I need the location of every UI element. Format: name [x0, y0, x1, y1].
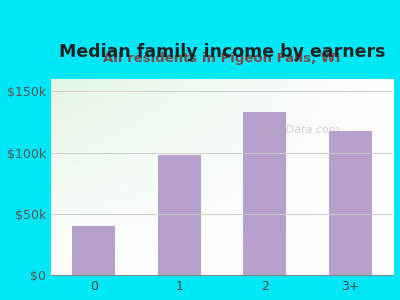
Bar — [329, 130, 372, 275]
Bar — [72, 226, 115, 275]
Bar — [158, 155, 201, 275]
Bar — [243, 112, 286, 275]
Text: All residents in Pigeon Falls, WI: All residents in Pigeon Falls, WI — [103, 52, 341, 65]
Title: Median family income by earners: Median family income by earners — [59, 43, 385, 61]
Text: City-Data.com: City-Data.com — [261, 125, 340, 135]
